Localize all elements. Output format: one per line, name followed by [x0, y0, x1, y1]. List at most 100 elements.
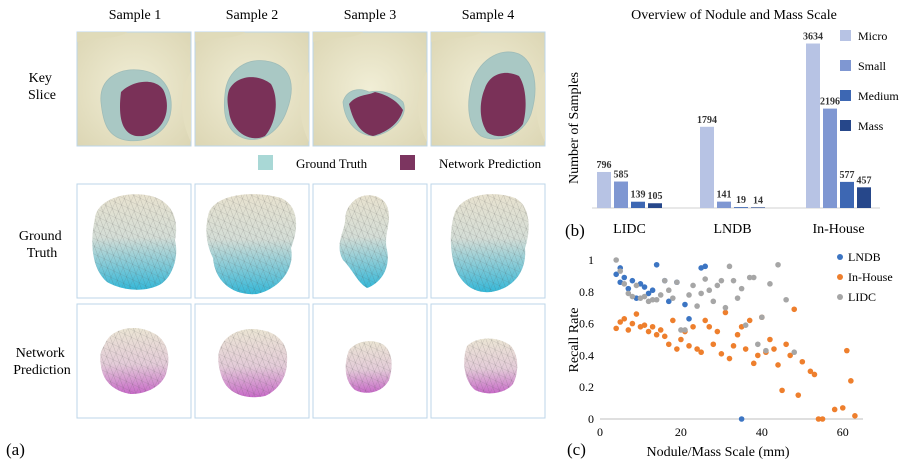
bar-lndb-small — [717, 201, 731, 208]
column-header-sample-3: Sample 3 — [344, 8, 397, 23]
bar-legend-label-medium: Medium — [858, 89, 899, 103]
column-header-sample-1: Sample 1 — [109, 8, 162, 23]
scatter-point-in-house — [710, 341, 717, 348]
scatter-legend-label-in-house: In-House — [848, 270, 893, 284]
scatter-point-in-house — [811, 371, 818, 378]
scatter-point-lidc — [730, 277, 737, 284]
scatter-point-in-house — [799, 358, 806, 365]
scatter-point-in-house — [771, 346, 777, 352]
scatter-y-tick-label: 0.4 — [579, 348, 594, 362]
scatter-point-lndb — [649, 287, 656, 294]
scatter-point-in-house — [686, 343, 692, 349]
scatter-point-lidc — [738, 285, 745, 292]
scatter-point-in-house — [649, 323, 656, 330]
bar-value-label-in-house-micro: 3634 — [803, 32, 823, 43]
bar-legend-swatch-small — [840, 60, 851, 71]
bar-legend-label-small: Small — [858, 59, 887, 73]
bar-lidc-micro — [597, 171, 611, 208]
panel-label-a: (a) — [6, 440, 25, 459]
legend-swatch-network-prediction — [400, 155, 415, 170]
scatter-point-in-house — [653, 331, 660, 338]
bar-legend-swatch-medium — [840, 90, 851, 101]
scatter-point-lidc — [698, 290, 704, 297]
scatter-point-lidc — [641, 293, 648, 300]
legend-label-ground-truth: Ground Truth — [296, 156, 368, 171]
scatter-point-lndb — [686, 316, 692, 322]
anatomy-shade — [431, 32, 481, 42]
mesh-wireframe — [464, 338, 518, 394]
scatter-legend-label-lndb: LNDB — [848, 250, 881, 264]
bar-value-label-lidc-mass: 105 — [648, 191, 663, 202]
bar-category-label-in-house: In-House — [812, 222, 864, 237]
scatter-point-in-house — [645, 328, 652, 335]
scatter-point-in-house — [661, 333, 668, 340]
mesh-wireframe — [339, 195, 389, 288]
panel-c-scatter-chart: Recall Rate Nodule/Mass Scale (mm) 00.20… — [567, 250, 893, 460]
ground-truth-mesh-tile-4 — [430, 183, 546, 299]
scatter-point-in-house — [787, 352, 793, 359]
column-header-sample-2: Sample 2 — [226, 8, 279, 23]
bar-in-house-medium — [840, 181, 854, 208]
scatter-point-lidc — [702, 276, 708, 282]
scatter-y-tick-label: 0 — [588, 412, 594, 426]
legend-swatch-ground-truth — [258, 155, 273, 170]
scatter-legend-label-lidc: LIDC — [848, 290, 876, 304]
row-label-network: Network — [16, 346, 65, 361]
scatter-point-in-house — [722, 309, 729, 316]
anatomy-shade — [195, 32, 245, 42]
bar-value-label-lndb-micro: 1794 — [697, 115, 717, 126]
scatter-point-in-house — [706, 323, 713, 330]
bar-category-label-lndb: LNDB — [713, 222, 751, 237]
bar-lndb-medium — [734, 207, 748, 208]
scatter-point-in-house — [783, 341, 789, 348]
bar-in-house-small — [823, 108, 837, 208]
prediction-mesh-tile-4 — [430, 303, 546, 419]
scatter-point-in-house — [674, 346, 680, 352]
scatter-point-in-house — [779, 387, 785, 394]
anatomy-shade — [417, 72, 427, 142]
scatter-point-in-house — [734, 331, 741, 338]
key-slice-tile-4 — [430, 31, 546, 147]
scatter-point-in-house — [625, 327, 632, 333]
bar-lidc-medium — [631, 201, 645, 208]
scatter-point-lidc — [742, 322, 749, 328]
row-label-ground-truth: Ground Truth — [19, 229, 65, 261]
prediction-region — [480, 72, 526, 137]
scatter-point-lidc — [629, 293, 636, 300]
bar-value-label-lidc-medium: 139 — [631, 190, 646, 201]
ground-truth-mesh-tile-1 — [76, 183, 192, 299]
scatter-point-in-house — [633, 311, 640, 317]
scatter-point-in-house — [641, 322, 648, 328]
scatter-point-in-house — [767, 336, 773, 343]
panel-label-b: (b) — [565, 221, 585, 240]
panel-a: Sample 1 Sample 2 Sample 3 Sample 4 Key … — [6, 8, 546, 459]
legend-label-network-prediction: Network Prediction — [439, 156, 542, 171]
bar-lndb-micro — [700, 126, 714, 208]
panel-b-bar-chart: Overview of Nodule and Mass Scale Number… — [565, 8, 899, 240]
row-label-slice: Slice — [28, 88, 56, 103]
anatomy-shade — [299, 72, 309, 142]
scatter-point-lidc — [682, 327, 688, 333]
bar-in-house-mass — [857, 187, 871, 208]
ground-truth-mesh-row — [76, 183, 546, 299]
scatter-point-in-house — [746, 317, 753, 324]
scatter-point-lidc — [665, 287, 672, 294]
prediction-region — [119, 81, 167, 137]
bar-value-label-in-house-medium: 577 — [840, 170, 855, 181]
scatter-point-lidc — [649, 296, 656, 303]
scatter-point-in-house — [629, 320, 636, 327]
anatomy-shade — [77, 32, 127, 42]
mesh-wireframe — [345, 341, 392, 393]
mesh-wireframe — [100, 328, 169, 394]
scatter-point-in-house — [831, 406, 838, 413]
scatter-point-lidc — [714, 282, 721, 289]
bar-category-label-lidc: LIDC — [613, 222, 646, 237]
bar-legend-label-micro: Micro — [858, 29, 887, 43]
scatter-point-in-house — [670, 317, 676, 324]
scatter-point-lidc — [763, 347, 769, 354]
scatter-x-tick-label: 20 — [675, 425, 687, 439]
key-slice-tile-1 — [76, 31, 192, 147]
panel-label-c: (c) — [567, 440, 586, 459]
